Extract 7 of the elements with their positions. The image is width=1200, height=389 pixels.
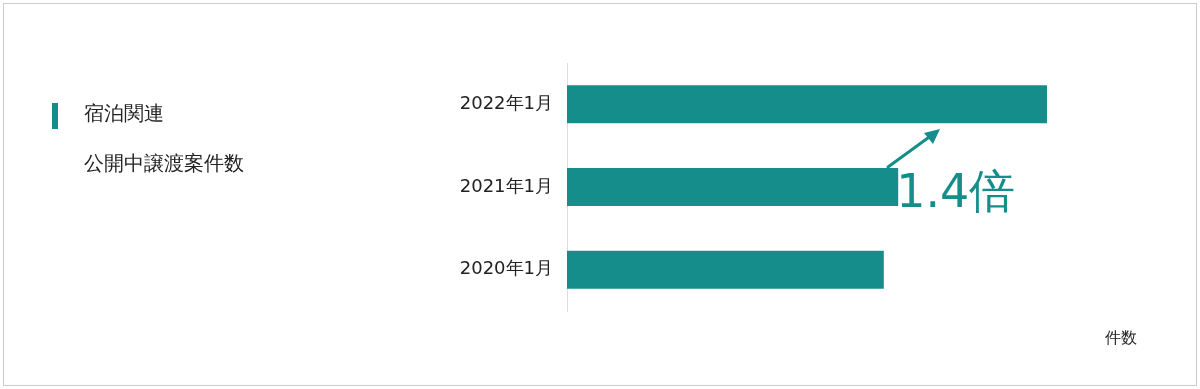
text: 宿泊関連 xyxy=(84,100,164,127)
y-tick-label: 2022年1月 xyxy=(459,92,553,114)
y-tick-label: 2020年1月 xyxy=(459,257,553,279)
y-tick-label: 2021年1月 xyxy=(459,174,553,196)
x-axis-title: 件数 xyxy=(1105,328,1137,349)
annotation: 1.4倍 xyxy=(896,163,1016,218)
text: 公開中譲渡案件数 xyxy=(84,150,244,177)
